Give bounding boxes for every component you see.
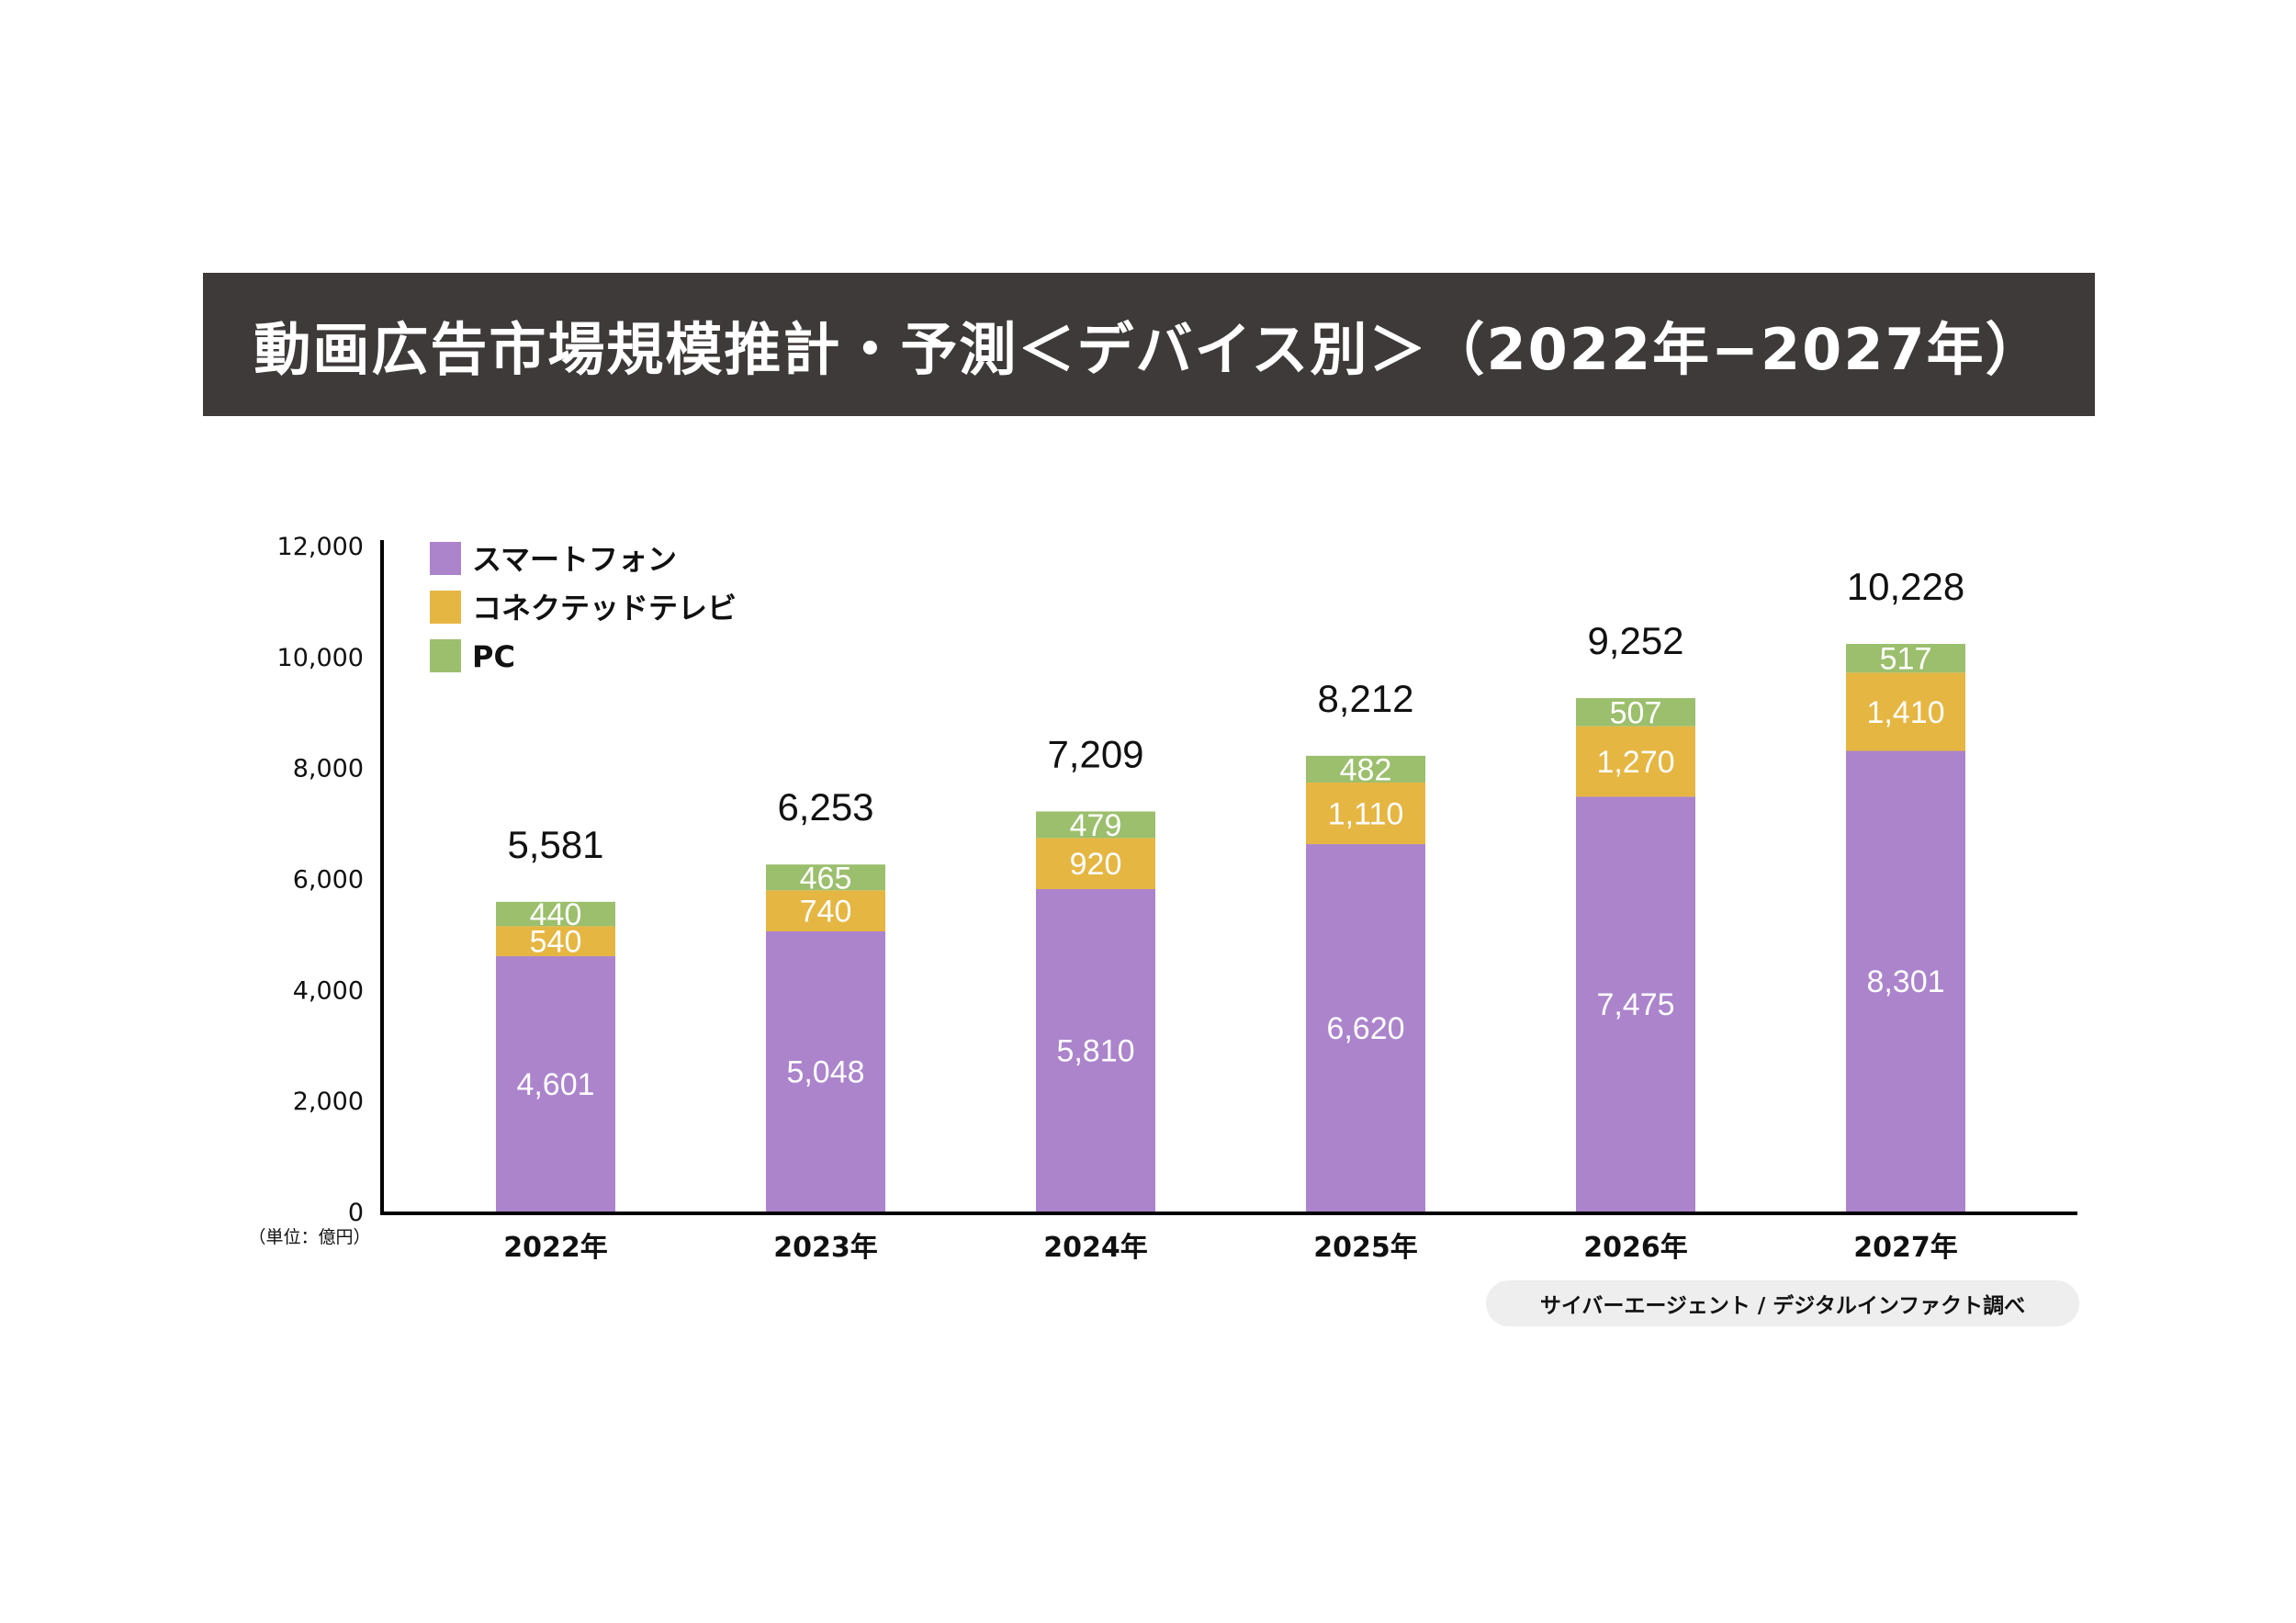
bar-segment-smartphone	[1846, 750, 1965, 1212]
segment-value-label: 482	[1340, 752, 1392, 787]
title-bar: 動画広告市場規模推計・予測＜デバイス別＞（2022年−2027年）	[203, 273, 2095, 416]
source-badge: サイバーエージェント / デジタルインファクト調べ	[1486, 1280, 2079, 1326]
x-tick-label: 2027年	[1853, 1232, 1958, 1264]
bar-segment-smartphone	[766, 931, 885, 1212]
segment-value-label: 5,810	[1056, 1033, 1134, 1068]
bar-segment-pc	[1576, 698, 1695, 727]
x-tick-label: 2022年	[503, 1232, 608, 1264]
bar-segment-pc	[1846, 644, 1965, 673]
x-tick-label: 2023年	[773, 1232, 878, 1264]
x-tick-label: 2026年	[1583, 1232, 1688, 1264]
bar-segment-smartphone	[1306, 844, 1425, 1212]
total-value-label: 10,228	[1847, 565, 1964, 608]
segment-value-label: 1,270	[1596, 745, 1674, 780]
x-tick-label: 2024年	[1043, 1232, 1148, 1264]
segment-value-label: 8,301	[1866, 964, 1944, 999]
total-value-label: 7,209	[1047, 732, 1143, 775]
bar-segment-pc	[1036, 811, 1155, 839]
legend-item-pc: PC	[430, 639, 515, 674]
x-tick-labels: 2022年 2023年 2024年 2025年 2026年 2027年	[503, 1232, 1958, 1264]
y-tick-label: 12,000	[277, 533, 364, 561]
bar-segment-connected-tv	[496, 926, 615, 957]
bar-segment-smartphone	[1036, 888, 1155, 1212]
bar-segment-connected-tv	[1846, 672, 1965, 751]
segment-value-label: 920	[1070, 847, 1122, 882]
bar-segment-pc	[766, 864, 885, 891]
legend-swatch	[430, 591, 461, 624]
bar-segment-pc	[1306, 755, 1425, 783]
segment-value-label: 517	[1880, 642, 1932, 677]
y-tick-label: 4,000	[293, 976, 364, 1005]
total-value-label: 6,253	[777, 785, 873, 828]
bar-segment-connected-tv	[1306, 782, 1425, 845]
legend-label: スマートフォン	[472, 542, 677, 577]
bar-segment-connected-tv	[1576, 726, 1695, 797]
segment-value-label: 7,475	[1596, 987, 1674, 1022]
total-value-label: 8,212	[1317, 677, 1413, 720]
bar-segment-connected-tv	[1036, 838, 1155, 889]
total-value-label: 9,252	[1587, 619, 1683, 662]
legend-label: コネクテッドテレビ	[472, 591, 737, 626]
total-value-label: 5,581	[507, 823, 603, 866]
segment-value-label: 1,410	[1866, 695, 1944, 730]
y-tick-label: 0	[348, 1199, 364, 1227]
y-tick-label: 6,000	[293, 866, 364, 895]
segment-value-label: 1,110	[1328, 797, 1404, 832]
y-tick-label: 2,000	[293, 1088, 364, 1116]
unit-label: （単位：億円）	[248, 1227, 370, 1247]
bar-segment-smartphone	[496, 956, 615, 1212]
segment-value-label: 5,048	[786, 1055, 864, 1090]
x-tick-label: 2025年	[1313, 1232, 1418, 1264]
y-tick-label: 8,000	[293, 755, 364, 783]
segment-value-label: 479	[1070, 808, 1122, 843]
legend-label: PC	[472, 639, 515, 674]
segment-value-label: 507	[1610, 695, 1662, 730]
legend-swatch	[430, 542, 461, 575]
legend-swatch	[430, 639, 461, 672]
legend-item-smartphone: スマートフォン	[430, 542, 677, 577]
legend-item-connected-tv: コネクテッドテレビ	[430, 591, 737, 626]
bar-segment-smartphone	[1576, 796, 1695, 1212]
segment-value-label: 465	[800, 861, 852, 896]
segment-value-label: 540	[530, 925, 582, 960]
bar-segment-connected-tv	[766, 890, 885, 932]
y-tick-label: 10,000	[277, 644, 364, 672]
bar-segment-pc	[496, 901, 615, 927]
segment-value-label: 6,620	[1326, 1011, 1404, 1046]
bars-group	[496, 644, 1965, 1212]
segment-value-label: 4,601	[516, 1067, 594, 1102]
source-label: サイバーエージェント / デジタルインファクト調べ	[1539, 1294, 2026, 1318]
chart-title: 動画広告市場規模推計・予測＜デバイス別＞（2022年−2027年）	[253, 316, 2044, 383]
segment-value-label: 440	[530, 897, 582, 932]
segment-value-label: 740	[800, 895, 852, 930]
y-tick-labels: 0 2,000 4,000 6,000 8,000 10,000 12,000	[277, 533, 364, 1227]
